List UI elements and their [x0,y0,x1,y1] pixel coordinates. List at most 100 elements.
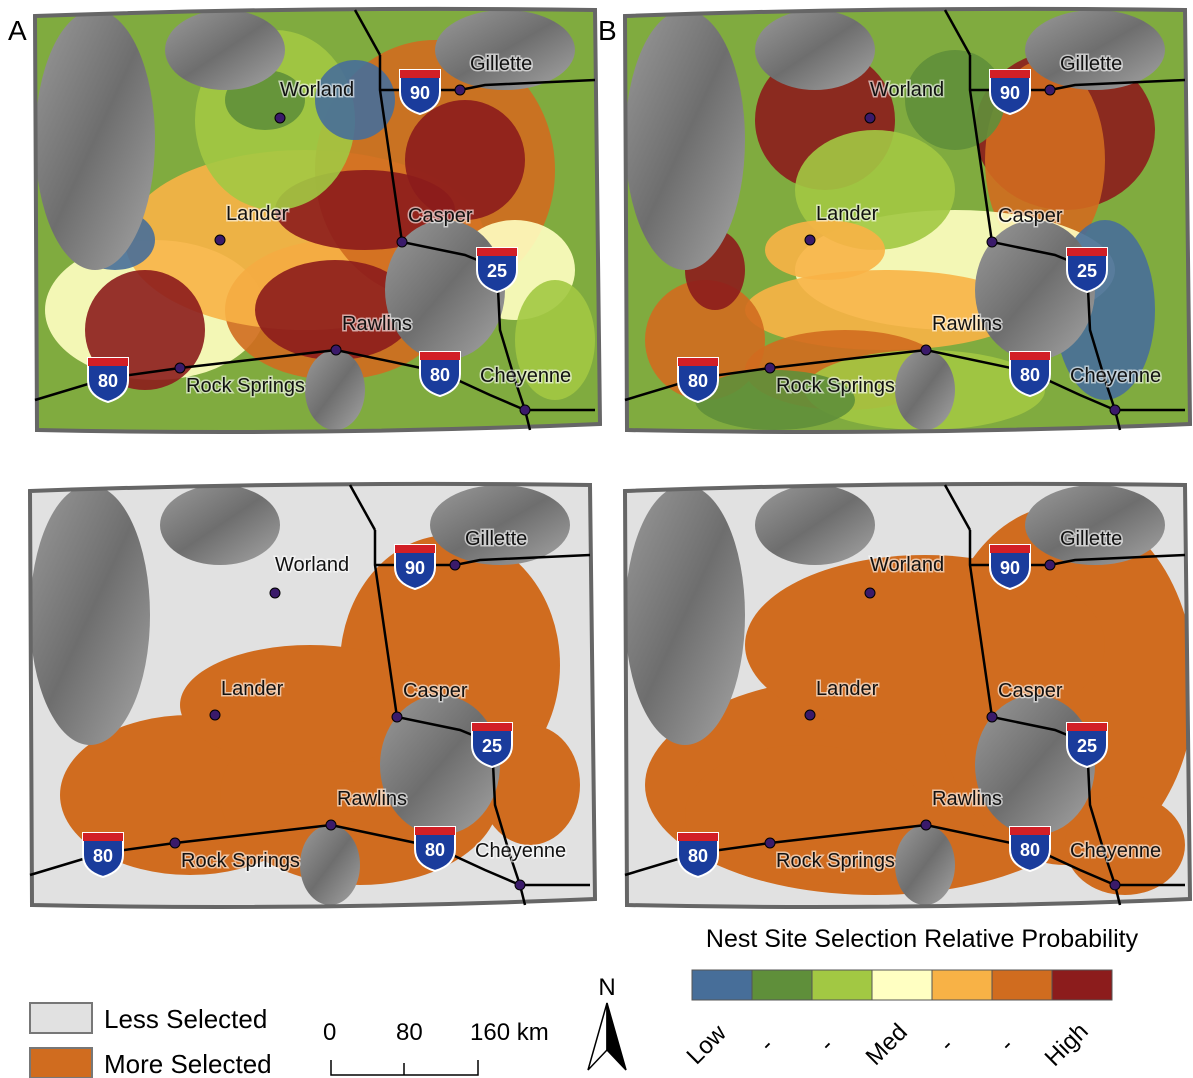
habitat-patch [515,280,595,400]
city-label: Rock Springs [776,375,895,397]
legend-box [29,1047,93,1078]
state-border [622,6,1193,434]
shield-number: 25 [1077,261,1097,281]
shield-number: 80 [1020,840,1040,860]
relief [895,825,955,905]
interstate-shield: 25 [476,247,518,294]
city-dot [174,362,186,374]
interstate-shield: 80 [677,357,719,404]
habitat-patch [795,130,955,250]
city-label: Cheyenne [1070,840,1161,862]
city-label: Worland [275,554,349,576]
city-label: Cheyenne [1070,365,1161,387]
city-dot [864,112,876,124]
city-label: Gillette [1060,528,1122,550]
shield-number: 25 [1077,736,1097,756]
city-label: Lander [221,678,284,700]
city-label: Rawlins [342,313,412,335]
shield-number: 80 [1020,365,1040,385]
legend-swatch [691,969,753,1001]
interstate-shield: 80 [1009,351,1051,398]
legend-swatch [871,969,933,1001]
shield-body [677,832,719,879]
city-dot [269,587,281,599]
highway [943,9,972,56]
state-border [32,6,603,434]
shield-body [989,69,1031,116]
highway [353,9,382,56]
city-label: Casper [998,680,1063,702]
shield-body [414,826,456,873]
north-arrow-right [606,1002,627,1071]
relief [755,10,875,90]
city-label: Rawlins [932,788,1002,810]
city-label: Casper [998,205,1063,227]
city-label: Cheyenne [480,365,571,387]
legend-label: - [754,1032,779,1057]
city-dot [514,879,526,891]
shield-body [394,544,436,591]
legend-swatch [1051,969,1113,1001]
city-label: Rock Springs [181,850,300,872]
shield-top [1067,723,1107,731]
shield-top [678,358,718,366]
city-dot [274,112,286,124]
shield-top [88,358,128,366]
city-label: Worland [280,79,354,101]
map-fill [625,8,1190,432]
relief [625,485,745,745]
relief [35,10,155,270]
highway [348,484,377,531]
city-dot [864,587,876,599]
city-label: Rawlins [932,313,1002,335]
shield-number: 90 [410,83,430,103]
legend-box [29,1002,93,1034]
city-label: Rock Springs [186,375,305,397]
shield-number: 80 [688,846,708,866]
relief [975,695,1095,835]
city-dot [1044,84,1056,96]
shield-top [678,833,718,841]
scale-label: 80 [396,1019,423,1046]
city-label: Gillette [465,528,527,550]
habitat-patch [905,50,1005,150]
shield-top [83,833,123,841]
legend-label: Low [682,1019,733,1070]
legend-label: High [1040,1018,1094,1072]
shield-body [476,247,518,294]
shield-top [1010,352,1050,360]
shield-body [989,544,1031,591]
habitat-patch [765,220,885,280]
city-label: Rock Springs [776,850,895,872]
north-arrow-left [587,1002,608,1071]
habitat-patch [645,280,765,400]
shield-top [477,248,517,256]
selected-area [685,745,925,885]
shield-top [472,723,512,731]
shield-body [419,351,461,398]
shield-number: 80 [425,840,445,860]
scale-label: 0 [323,1019,336,1046]
relief [300,825,360,905]
shield-top [990,545,1030,553]
relief [975,220,1095,360]
shield-top [395,545,435,553]
legend-label: - [814,1032,839,1057]
shield-body [1066,722,1108,769]
selected-area [745,555,1105,735]
shield-top [415,827,455,835]
relief [1025,10,1165,90]
city-dot [1044,559,1056,571]
city-label: Casper [408,205,473,227]
city-dot [1109,879,1121,891]
map-fill [35,8,600,432]
state-border [622,481,1193,909]
interstate-shield: 90 [394,544,436,591]
scale-label: 160 km [470,1019,549,1046]
shield-body [82,832,124,879]
shield-number: 25 [487,261,507,281]
relief [160,485,280,565]
city-dot [920,344,932,356]
shield-number: 80 [430,365,450,385]
